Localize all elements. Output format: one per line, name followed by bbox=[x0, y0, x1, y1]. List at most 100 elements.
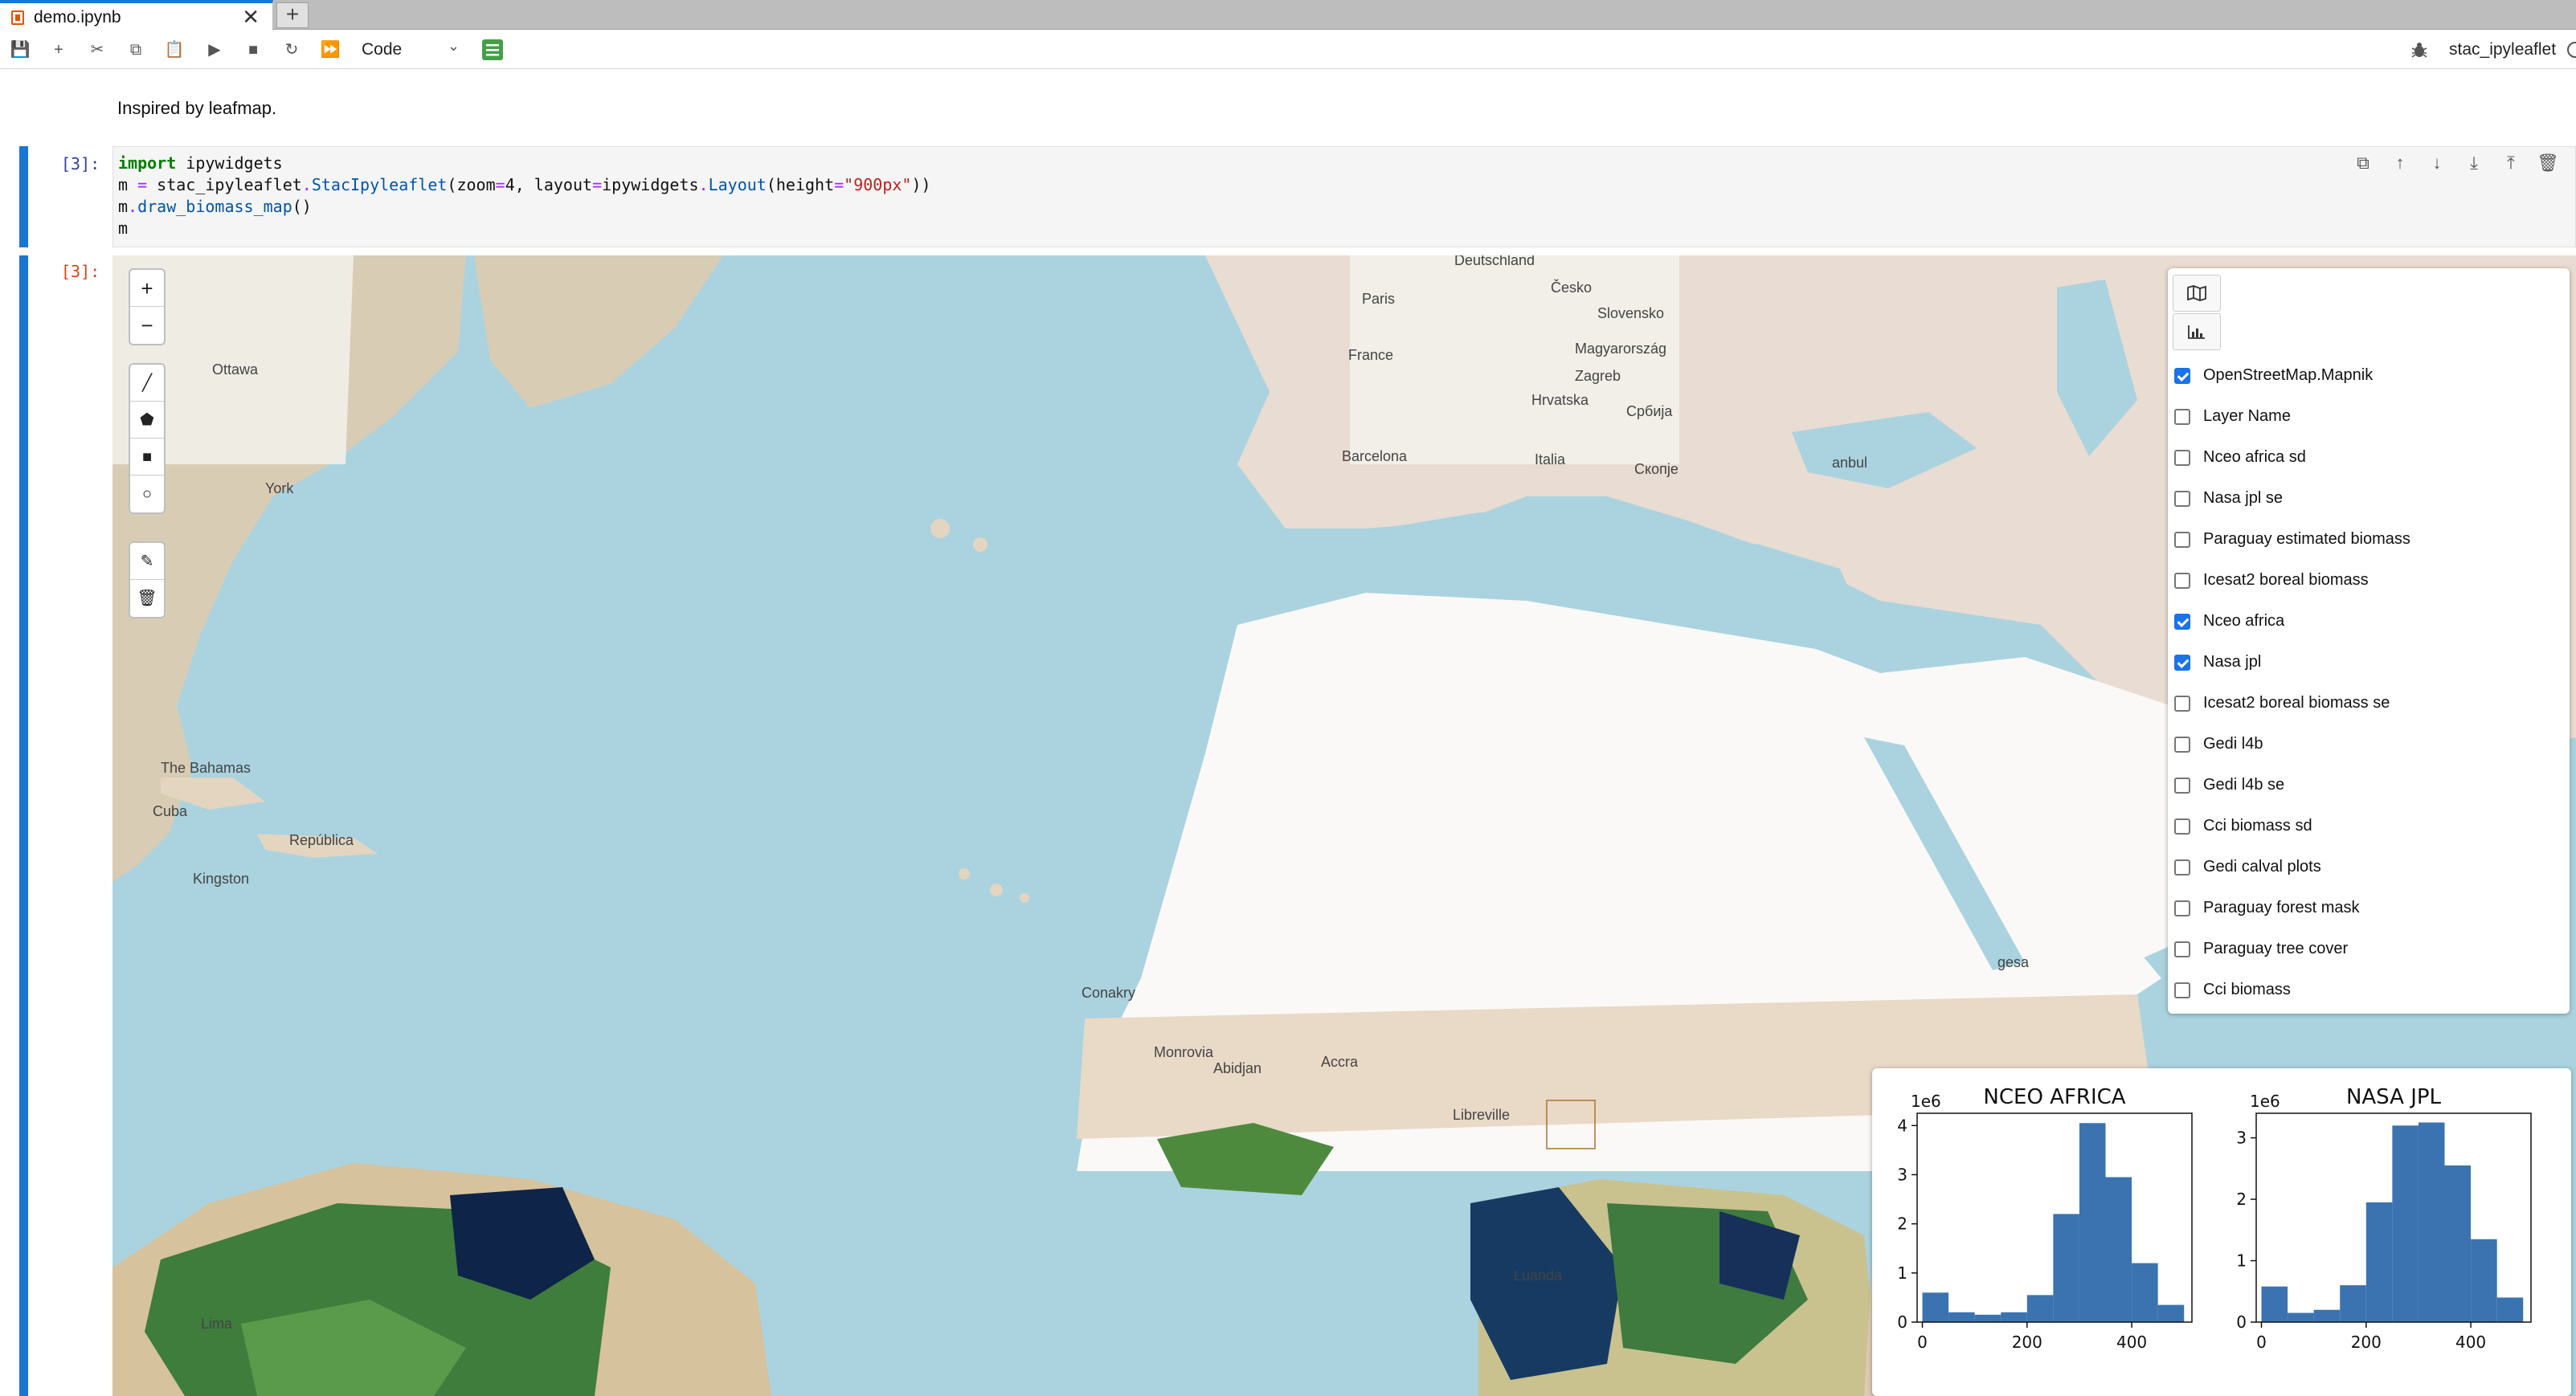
insert-above-icon[interactable]: ⤓ bbox=[2470, 153, 2478, 173]
move-up-icon[interactable]: ↑ bbox=[2395, 153, 2405, 173]
move-down-icon[interactable]: ↓ bbox=[2432, 153, 2442, 173]
histogram-bar bbox=[2026, 1295, 2054, 1322]
zoom-control: + − bbox=[129, 268, 166, 345]
run-icon[interactable]: ▶ bbox=[208, 41, 221, 59]
layer-item[interactable]: Gedi l4b se bbox=[2174, 765, 2410, 806]
restart-icon[interactable]: ↻ bbox=[284, 41, 299, 59]
histogram-bar bbox=[2418, 1122, 2445, 1322]
layer-item[interactable]: Paraguay estimated biomass bbox=[2174, 519, 2410, 560]
layer-label: OpenStreetMap.Mapnik bbox=[2203, 366, 2374, 384]
zoom-in-button[interactable]: + bbox=[130, 270, 164, 307]
map-icon[interactable] bbox=[2173, 275, 2221, 312]
tab-demo-notebook[interactable]: demo.ipynb ✕ bbox=[0, 0, 273, 31]
markdown-cell-text: Inspired by leafmap. bbox=[117, 98, 277, 118]
layer-item[interactable]: Icesat2 boreal biomass bbox=[2174, 560, 2410, 601]
layer-checkbox[interactable] bbox=[2174, 490, 2190, 507]
layer-checkbox[interactable] bbox=[2174, 859, 2190, 876]
cut-icon[interactable]: ✂ bbox=[90, 41, 104, 59]
layer-item[interactable]: Nceo africa bbox=[2174, 601, 2410, 642]
map-label: France bbox=[1348, 347, 1394, 363]
layer-item[interactable]: Paraguay forest mask bbox=[2174, 888, 2410, 929]
layer-checkbox[interactable] bbox=[2174, 736, 2190, 753]
delete-cell-icon[interactable]: 🗑 bbox=[2537, 153, 2559, 173]
layer-item[interactable]: Cci biomass bbox=[2174, 969, 2410, 1010]
tab-label: demo.ipynb bbox=[34, 8, 121, 27]
stop-icon[interactable]: ■ bbox=[247, 41, 259, 59]
duplicate-cell-icon[interactable]: ⧉ bbox=[2357, 153, 2370, 173]
layer-checkbox[interactable] bbox=[2174, 777, 2190, 794]
layer-checkbox[interactable] bbox=[2174, 695, 2190, 712]
y-tick-label: 3 bbox=[2236, 1129, 2247, 1148]
layer-checkbox[interactable] bbox=[2174, 818, 2190, 835]
layer-item[interactable]: Gedi calval plots bbox=[2174, 847, 2410, 888]
layer-item[interactable]: Gedi l4b bbox=[2174, 724, 2410, 765]
map-label: Zagreb bbox=[1575, 368, 1621, 384]
histogram-bar bbox=[2261, 1286, 2288, 1322]
layer-item[interactable]: Nasa jpl bbox=[2174, 642, 2410, 683]
histogram-bar bbox=[2392, 1125, 2419, 1322]
map-label: gesa bbox=[1997, 954, 2030, 970]
layer-checkbox[interactable] bbox=[2174, 654, 2190, 671]
cell-type-value: Code bbox=[362, 40, 403, 59]
bug-icon[interactable] bbox=[2410, 41, 2428, 59]
input-collapser[interactable] bbox=[19, 146, 28, 247]
map-label: Deutschland bbox=[1454, 255, 1535, 268]
layer-item[interactable]: Nasa jpl se bbox=[2174, 478, 2410, 519]
layer-checkbox[interactable] bbox=[2174, 900, 2190, 916]
output-collapser[interactable] bbox=[19, 255, 28, 1396]
code-text: import ipywidgets m = stac_ipyleaflet.St… bbox=[118, 153, 931, 238]
draw-circle-icon[interactable]: ○ bbox=[141, 485, 153, 503]
layer-checkbox[interactable] bbox=[2174, 531, 2190, 548]
y-tick-label: 3 bbox=[1897, 1165, 1907, 1184]
zoom-out-button[interactable]: − bbox=[141, 313, 153, 337]
add-icon[interactable]: + bbox=[54, 41, 63, 59]
layer-label: Gedi calval plots bbox=[2203, 858, 2321, 876]
layer-checkbox[interactable] bbox=[2174, 408, 2190, 425]
layer-item[interactable]: OpenStreetMap.Mapnik bbox=[2174, 355, 2410, 396]
kernel-name[interactable]: stac_ipyleaflet bbox=[2449, 40, 2557, 59]
layer-label: Gedi l4b bbox=[2203, 735, 2263, 753]
layer-item[interactable]: Cci biomass sd bbox=[2174, 806, 2410, 847]
notebook-toolbar: 💾 + ✂ ⧉ 📋 ▶ ■ ↻ ⏩ Code ⌄ stac_ipyleaflet bbox=[0, 31, 2576, 69]
draw-polygon-icon[interactable]: ⬟ bbox=[130, 402, 164, 439]
layer-checkbox[interactable] bbox=[2174, 449, 2190, 466]
histogram-panel: NCEO AFRICA 1e6 0 200 400 0 1 2 3 4 NASA JPL 1e6 0 20… bbox=[1872, 1068, 2571, 1396]
tab-bar: demo.ipynb ✕ + bbox=[0, 0, 2576, 31]
y-tick-label: 1 bbox=[2236, 1251, 2247, 1271]
edit-layers-icon[interactable]: ✎ bbox=[130, 543, 164, 580]
layer-label: Nceo africa bbox=[2203, 612, 2285, 630]
chart-icon[interactable] bbox=[2173, 313, 2221, 350]
histogram-frame bbox=[1916, 1112, 2193, 1323]
fast-forward-icon[interactable]: ⏩ bbox=[320, 41, 341, 59]
delete-layers-icon[interactable]: 🗑 bbox=[137, 590, 157, 607]
layer-checkbox[interactable] bbox=[2174, 982, 2190, 998]
input-prompt: [3]: bbox=[61, 154, 100, 173]
layer-checkbox[interactable] bbox=[2174, 613, 2190, 630]
save-icon[interactable]: 💾 bbox=[10, 41, 31, 59]
draw-polyline-icon[interactable]: ╱ bbox=[130, 365, 164, 402]
layer-item[interactable]: Layer Name bbox=[2174, 396, 2410, 437]
close-icon[interactable]: ✕ bbox=[242, 5, 260, 29]
biomass-map[interactable]: Ottawa York The Bahamas Cuba Kingston Re… bbox=[112, 255, 2576, 1396]
layer-checkbox[interactable] bbox=[2174, 572, 2190, 589]
copy-icon[interactable]: ⧉ bbox=[129, 41, 142, 59]
histogram-multiplier: 1e6 bbox=[2250, 1092, 2280, 1111]
draw-rectangle-icon[interactable]: ■ bbox=[130, 439, 164, 476]
code-editor[interactable]: import ipywidgets m = stac_ipyleaflet.St… bbox=[112, 146, 2576, 247]
new-tab-button[interactable]: + bbox=[276, 2, 309, 28]
layer-label: Paraguay tree cover bbox=[2203, 940, 2349, 957]
edit-toolbar: ✎ 🗑 bbox=[129, 541, 166, 618]
property-inspector-icon[interactable] bbox=[482, 39, 503, 60]
layer-checkbox[interactable] bbox=[2174, 941, 2190, 957]
insert-below-icon[interactable]: ⤒ bbox=[2507, 153, 2515, 173]
histogram-bar bbox=[2444, 1165, 2472, 1322]
layer-item[interactable]: Paraguay tree cover bbox=[2174, 929, 2410, 969]
paste-icon[interactable]: 📋 bbox=[164, 41, 185, 59]
histogram-bar bbox=[2365, 1202, 2393, 1322]
notebook-icon bbox=[11, 10, 24, 25]
y-tick-label: 2 bbox=[2236, 1190, 2247, 1209]
layer-item[interactable]: Nceo africa sd bbox=[2174, 437, 2410, 478]
layer-checkbox[interactable] bbox=[2174, 367, 2190, 384]
cell-type-select[interactable]: Code ⌄ bbox=[360, 37, 464, 63]
layer-item[interactable]: Icesat2 boreal biomass se bbox=[2174, 683, 2410, 724]
